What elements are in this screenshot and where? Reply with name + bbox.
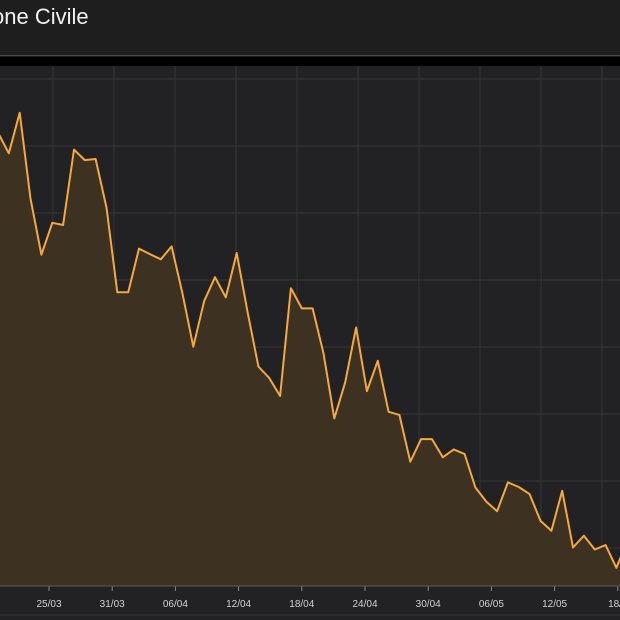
header-bar: one Civile e — [0, 0, 620, 58]
x-tick-label: 24/04 — [352, 599, 377, 610]
x-tick-label: 12/04 — [226, 599, 251, 610]
x-tick-label: 06/05 — [479, 599, 504, 610]
x-tick-label: 31/03 — [100, 599, 125, 610]
series-line — [0, 111, 620, 569]
header-divider — [0, 55, 620, 56]
x-tick-label: 18/0 — [608, 599, 620, 610]
area-fill — [0, 112, 620, 586]
toolbar-strip — [0, 57, 620, 66]
x-tick-label: 12/05 — [542, 599, 567, 610]
chart-title: one Civile — [0, 4, 89, 29]
chart-area: 25/03 31/03 06/04 12/04 18/04 24/04 30/04 06/05… — [0, 66, 620, 620]
x-tick-label: 25/03 — [36, 599, 61, 610]
area-chart: 25/03 31/03 06/04 12/04 18/04 24/04 30/04 06/05… — [0, 66, 620, 616]
x-axis-ticks: 25/03 31/03 06/04 12/04 18/04 24/04 30/04 06/05… — [36, 586, 620, 610]
x-tick-label: 06/04 — [163, 599, 188, 610]
x-tick-label: 18/04 — [289, 599, 314, 610]
x-tick-label: 30/04 — [416, 599, 441, 610]
